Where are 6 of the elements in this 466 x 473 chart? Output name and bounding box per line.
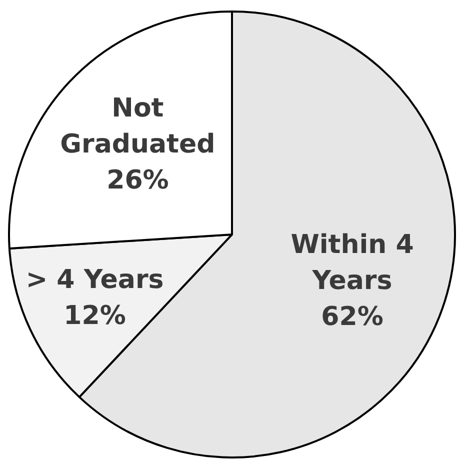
slice-label: > 4 Years [26, 264, 164, 295]
data-label: 26% [106, 166, 169, 196]
data-label: 12% [64, 300, 126, 331]
data-label: 62% [321, 302, 384, 332]
slice-label: Within 4 Years [290, 230, 414, 296]
slice-label: Not Graduated [60, 94, 216, 160]
